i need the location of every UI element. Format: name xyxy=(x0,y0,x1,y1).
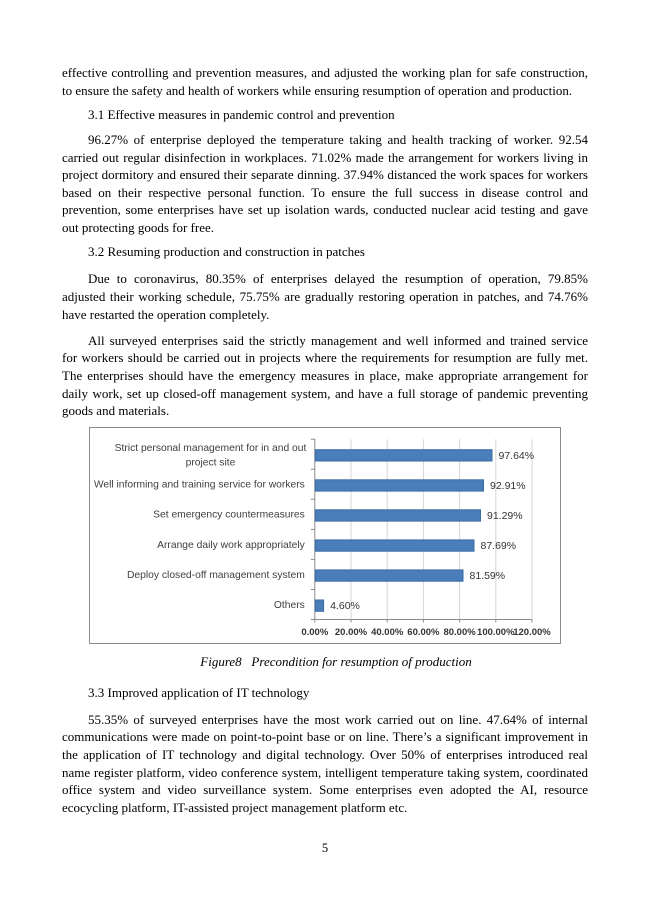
svg-text:91.29%: 91.29% xyxy=(487,510,523,522)
svg-text:60.00%: 60.00% xyxy=(407,627,440,638)
svg-text:Deploy closed-off management s: Deploy closed-off management system xyxy=(127,570,305,581)
svg-text:project site: project site xyxy=(186,457,236,468)
svg-text:80.00%: 80.00% xyxy=(443,627,476,638)
svg-text:40.00%: 40.00% xyxy=(371,627,404,638)
svg-text:Strict personal management for: Strict personal management for in and ou… xyxy=(115,443,307,454)
svg-text:120.00%: 120.00% xyxy=(513,627,551,638)
svg-text:92.91%: 92.91% xyxy=(490,480,526,492)
svg-text:0.00%: 0.00% xyxy=(301,627,328,638)
svg-text:81.59%: 81.59% xyxy=(470,570,506,582)
svg-text:Arrange daily work appropriate: Arrange daily work appropriately xyxy=(157,540,306,551)
svg-text:100.00%: 100.00% xyxy=(477,627,515,638)
svg-text:Others: Others xyxy=(274,600,305,611)
svg-text:Well informing and training se: Well informing and training service for … xyxy=(94,480,305,491)
svg-text:20.00%: 20.00% xyxy=(335,627,368,638)
svg-text:Set emergency countermeasures: Set emergency countermeasures xyxy=(153,510,305,521)
svg-text:97.64%: 97.64% xyxy=(499,450,535,462)
svg-text:4.60%: 4.60% xyxy=(330,600,360,612)
svg-text:87.69%: 87.69% xyxy=(481,540,517,552)
